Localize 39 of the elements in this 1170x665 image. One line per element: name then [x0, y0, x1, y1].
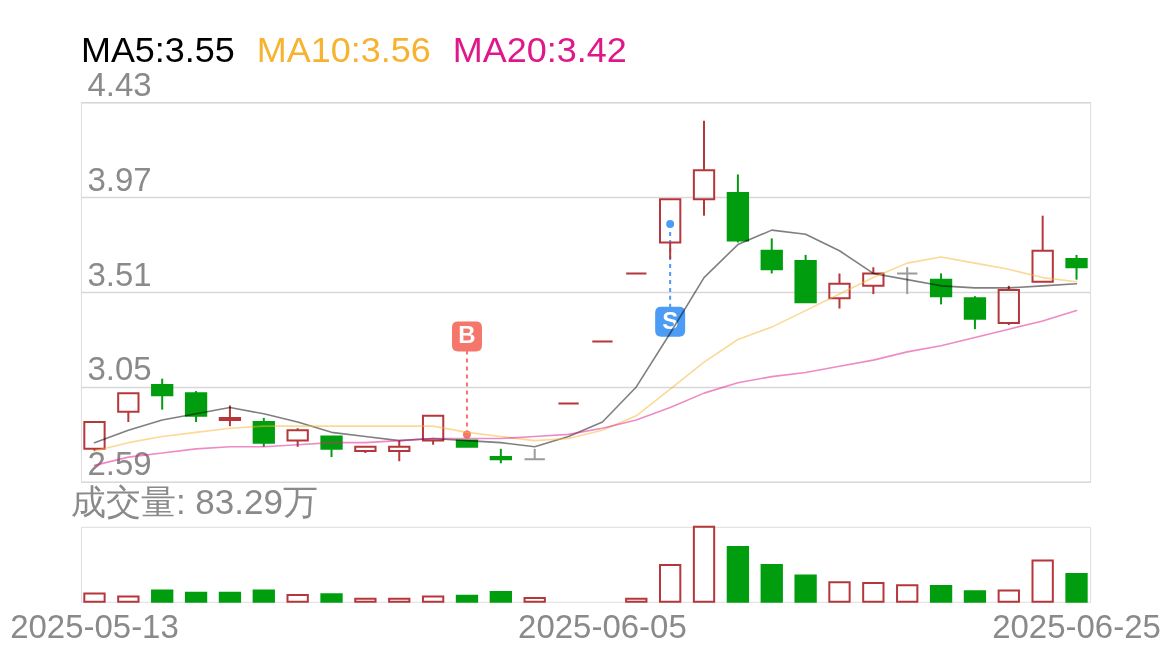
bar [896, 584, 919, 603]
bar [184, 591, 208, 603]
bar [997, 589, 1020, 603]
bar [523, 597, 546, 603]
bar [252, 589, 275, 603]
y-tick-label: 3.05 [87, 350, 152, 388]
chart-title: 成交量: 83.29万 [70, 481, 318, 521]
text: S [662, 306, 679, 334]
bar [1065, 573, 1088, 603]
text: MA10:3.56 [256, 29, 431, 71]
bar [489, 591, 512, 603]
y-tick-label: 3.51 [87, 255, 152, 293]
bar [862, 582, 885, 603]
bar [726, 546, 750, 603]
bar [760, 564, 783, 603]
x-tick-label: 2025-06-25 [992, 608, 1161, 646]
bar [388, 597, 411, 603]
bar [218, 591, 242, 603]
y-tick-label: 3.97 [87, 160, 152, 198]
bar [828, 581, 851, 603]
x-tick-label: 2025-05-13 [10, 608, 179, 646]
bar [692, 525, 716, 603]
x-tick-label: 2025-06-05 [518, 608, 687, 646]
bar [963, 590, 987, 603]
bar [929, 585, 953, 603]
bar [117, 595, 140, 603]
bar [625, 597, 648, 603]
bar [455, 594, 479, 603]
bar [83, 592, 106, 603]
bar [320, 593, 343, 603]
text: MA20:3.42 [452, 29, 627, 71]
bar [151, 589, 174, 603]
text: B [458, 321, 476, 349]
bar [354, 597, 377, 603]
bar [421, 595, 445, 603]
bar [1031, 559, 1054, 603]
bar [794, 574, 817, 603]
bar [286, 594, 309, 603]
bar [659, 564, 682, 603]
